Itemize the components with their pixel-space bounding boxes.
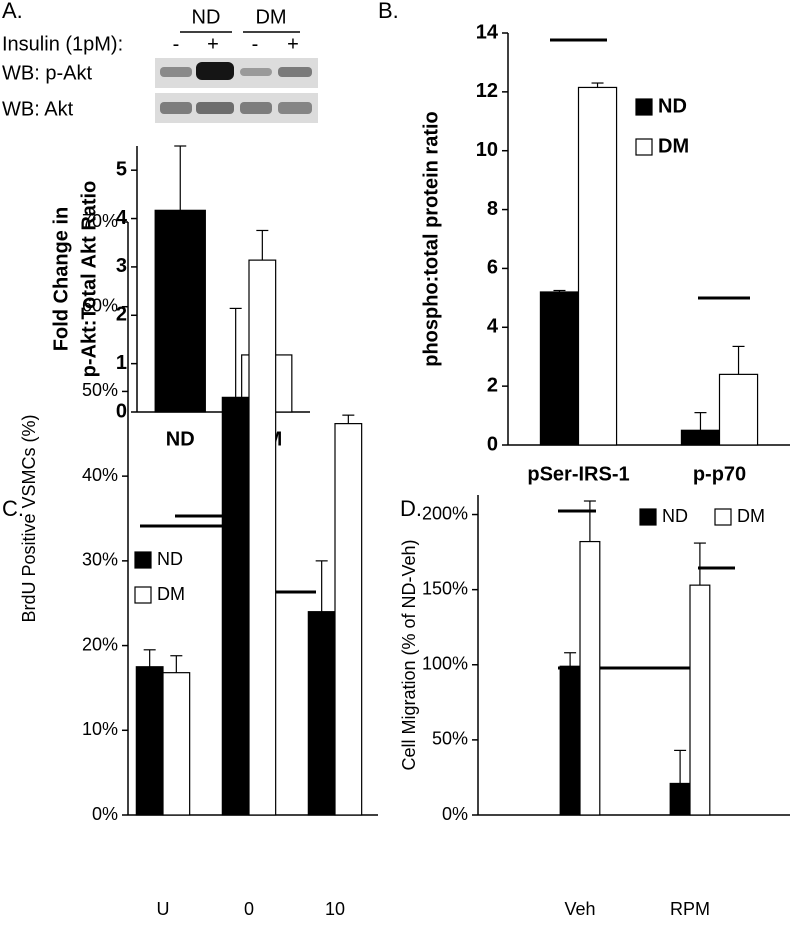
legend-label: DM [658,135,689,157]
bar [577,86,618,446]
blot-band [240,102,272,114]
bar [334,423,363,816]
bar [307,611,336,816]
blot-band [196,102,234,114]
y-tick-label: 0 [487,433,498,455]
y-tick-label: 200% [422,503,468,523]
insulin-sign: + [207,33,219,55]
y-tick-label: 10% [82,719,118,739]
blot-group: DM [255,6,286,28]
bar [680,429,721,446]
legend-label: ND [157,549,183,569]
insulin-sign: - [252,33,259,55]
y-tick-label: 100% [422,654,468,674]
y-tick-label: 50% [82,380,118,400]
y-tick-label: 2 [116,304,127,326]
insulin-sign: - [173,33,180,55]
y-axis-label: Fold Change in [50,207,72,351]
y-tick-label: 12 [476,80,498,102]
y-tick-label: 70% [82,211,118,231]
y-tick-label: 2 [487,374,498,396]
legend-label: ND [658,95,687,117]
bar [154,209,206,413]
legend-swatch [714,508,732,526]
blot-band [278,102,312,114]
insulin-label: Insulin (1pM): [2,33,123,55]
panel-label: D. [400,496,422,521]
bar [718,373,759,446]
insulin-sign: + [287,33,299,55]
blot-band [160,67,192,77]
y-tick-label: 50% [432,729,468,749]
panel-label: A. [2,0,23,23]
blot-band [160,102,192,114]
y-tick-label: 40% [82,465,118,485]
blot-row-label: WB: p-Akt [2,62,92,84]
y-tick-label: 0 [116,400,127,422]
bar [689,584,711,816]
bar [162,672,191,816]
legend-swatch [635,138,653,156]
panel-label: C. [2,496,24,521]
x-tick-label: Veh [564,899,595,919]
x-tick-label: pSer-IRS-1 [527,463,629,485]
blot-band [240,68,272,76]
y-tick-label: 30% [82,550,118,570]
bar [135,666,164,816]
y-tick-label: 3 [116,255,127,277]
y-axis-label: p-Akt:Total Akt Ratio [78,181,100,378]
bar [248,259,277,816]
y-tick-label: 14 [476,21,499,43]
y-tick-label: 60% [82,295,118,315]
y-tick-label: 10 [476,139,498,161]
legend-swatch [639,508,657,526]
panel-label: B. [378,0,399,23]
x-tick-label: p-p70 [693,463,746,485]
y-tick-label: 0% [92,804,118,824]
bar [669,782,691,816]
bar [221,396,250,816]
y-axis-label: phospho:total protein ratio [420,111,442,367]
legend-label: ND [662,506,688,526]
y-tick-label: 4 [487,316,499,338]
x-tick-label: RPM [670,899,710,919]
y-tick-label: 8 [487,198,498,220]
y-tick-label: 20% [82,634,118,654]
y-tick-label: 5 [116,158,127,180]
x-tick-label: 10 [325,899,345,919]
y-tick-label: 150% [422,578,468,598]
y-tick-label: 1 [116,352,127,374]
bar [539,291,580,446]
bar [579,540,601,816]
x-tick-label: 0 [244,899,254,919]
legend-swatch [134,551,152,569]
blot-row-label: WB: Akt [2,98,74,120]
x-tick-label: ND [166,428,195,450]
y-axis-label: Cell Migration (% of ND-Veh) [399,539,419,770]
blot-band [196,62,234,80]
y-tick-label: 0% [442,804,468,824]
legend-swatch [134,586,152,604]
blot-group: ND [192,6,221,28]
y-axis-label: BrdU Positive VSMCs (%) [19,414,39,622]
x-tick-label: U [157,899,170,919]
y-tick-label: 6 [487,257,498,279]
legend-label: DM [737,506,765,526]
blot-band [278,67,312,77]
y-tick-label: 4 [116,207,128,229]
legend-swatch [635,98,653,116]
bar [559,665,581,816]
legend-label: DM [157,584,185,604]
